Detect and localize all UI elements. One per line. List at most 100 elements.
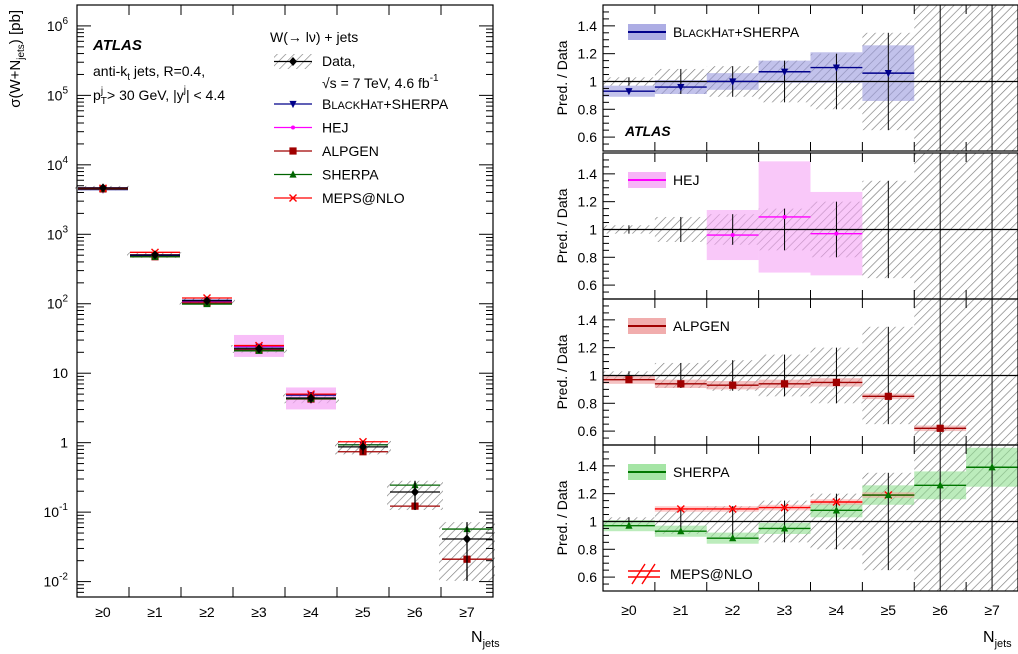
y-tick-label: 10-2 [44, 572, 69, 590]
cross-b [832, 498, 841, 507]
cross-b [676, 504, 685, 513]
prediction-marker [625, 376, 633, 384]
prediction-marker [730, 233, 735, 238]
j2e: j [183, 85, 186, 96]
prediction-marker [834, 231, 839, 236]
atlas-label: ATLAS [624, 123, 671, 139]
y-tick-label: 103 [47, 224, 69, 242]
data-point [255, 344, 263, 354]
x-tick-label: ≥1 [673, 602, 689, 618]
bh-3: H [360, 96, 370, 112]
panel-inner [603, 445, 1018, 591]
j2d: > 30 GeV, |y [103, 87, 184, 103]
prediction-marker [884, 70, 892, 78]
y-tick-label: 1.2 [578, 194, 598, 210]
y-tick-base: 10 [47, 18, 63, 34]
prediction-marker [988, 463, 996, 471]
y-tick-label: 1.2 [578, 46, 598, 62]
y-tick-label: 1.4 [578, 166, 598, 182]
prediction-marker [780, 503, 789, 512]
ylabel-a: σ(W+N [7, 60, 24, 108]
dl2a: √s = 7 TeV, 4.6 fb [322, 75, 430, 91]
cross-b [728, 504, 737, 513]
legend-marker [291, 125, 295, 130]
legend-header: W(→ lν) + jets [270, 29, 358, 45]
y-tick-label: 0.8 [578, 541, 598, 557]
x-tick-label: ≥3 [251, 604, 267, 620]
ratio-panel-3: 0.6 0.8 1 1.2 1.4 Pred. / Data SHERPA MEPS@NLO [554, 444, 1018, 592]
y-tick-exp: 3 [62, 224, 68, 235]
data-point [99, 183, 107, 193]
x-tick-label: ≥2 [725, 602, 741, 618]
xlabel-sub: jets [482, 638, 501, 650]
prediction-marker [832, 64, 841, 72]
legend-label: BLACKHAT+SHERPA [673, 24, 800, 40]
y-tick-base: 10 [47, 157, 63, 173]
prediction-marker [729, 78, 737, 86]
prediction-marker [677, 83, 685, 92]
y-tick-label: 1 [589, 513, 597, 529]
prediction-marker [677, 380, 685, 388]
y-tick-label: 1 [589, 73, 597, 89]
panel-inner [603, 153, 1018, 299]
x-tick-label: ≥6 [407, 604, 423, 620]
y-tick-label: 104 [47, 155, 69, 173]
prediction-marker [832, 498, 841, 507]
x-tick-label: ≥3 [777, 602, 793, 618]
bh-5: +SHERPA [383, 96, 448, 112]
y-tick-label: 1.4 [578, 458, 598, 474]
j2a: p [93, 87, 101, 103]
prediction-marker [832, 378, 841, 387]
j1c: jets, R=0.4, [130, 63, 205, 79]
legend-label: ALPGEN [322, 143, 379, 159]
prediction-marker [780, 380, 789, 388]
xlabel-a: N [471, 629, 483, 646]
prediction-marker [780, 68, 789, 76]
y-tick-label: 0.8 [578, 101, 598, 117]
y-tick-exp: 2 [62, 294, 68, 305]
prediction-marker [676, 504, 685, 513]
y-tick-exp: 6 [62, 16, 68, 27]
y-tick-label: 0.6 [578, 129, 598, 145]
y-tick-label: 1 [589, 221, 597, 237]
ylabel-c: ) [pb] [7, 10, 24, 44]
data-point [411, 487, 419, 497]
data-point [203, 296, 211, 306]
bh-2: LACK [682, 28, 711, 40]
y-axis-title: Pred. / Data [554, 480, 570, 555]
j1a: anti-k [93, 63, 128, 79]
jets-description-2: pTj > 30 GeV, |yj| < 4.4 [93, 85, 225, 107]
prediction-marker [728, 504, 737, 513]
x-tick-label: ≥5 [881, 602, 897, 618]
atlas-label: ATLAS [92, 37, 142, 54]
y-tick-label: 1.4 [578, 18, 598, 34]
x-tick-label: ≥4 [829, 602, 845, 618]
data-point [307, 393, 315, 403]
dl2b: -1 [430, 73, 439, 84]
panel-inner [603, 5, 1018, 151]
bh-5: +SHERPA [734, 24, 799, 40]
y-tick-base: 10 [47, 296, 63, 312]
data-point [463, 534, 471, 544]
legend-label: SHERPA [673, 464, 730, 480]
bh-3: H [711, 24, 721, 40]
xr-a: N [983, 629, 995, 646]
x-tick-label: ≥2 [199, 604, 215, 620]
y-axis-title: σ(W+Njets) [pb] [7, 10, 27, 108]
y-tick-label: 0.6 [578, 423, 598, 439]
bh-4: AT [370, 100, 384, 112]
ratio-plots: 0.6 0.8 1 1.2 1.4 Pred. / Data BLACKHAT+SHERPA… [554, 4, 1018, 650]
x-tick-label: ≥0 [95, 604, 111, 620]
x-tick-label: ≥7 [984, 602, 1000, 618]
prediction-marker [677, 527, 685, 535]
y-tick-label: 1 [589, 367, 597, 383]
y-tick-exp: 5 [62, 85, 68, 96]
legend-label: MEPS@NLO [322, 190, 405, 206]
prediction-marker [884, 392, 892, 400]
y-tick-label: 0.6 [578, 277, 598, 293]
ratio-panel-0: 0.6 0.8 1 1.2 1.4 Pred. / Data BLACKHAT+SHERPA… [554, 4, 1018, 152]
prediction-marker [782, 214, 787, 219]
prediction-marker [936, 481, 944, 489]
y-tick-label: 106 [47, 16, 69, 34]
